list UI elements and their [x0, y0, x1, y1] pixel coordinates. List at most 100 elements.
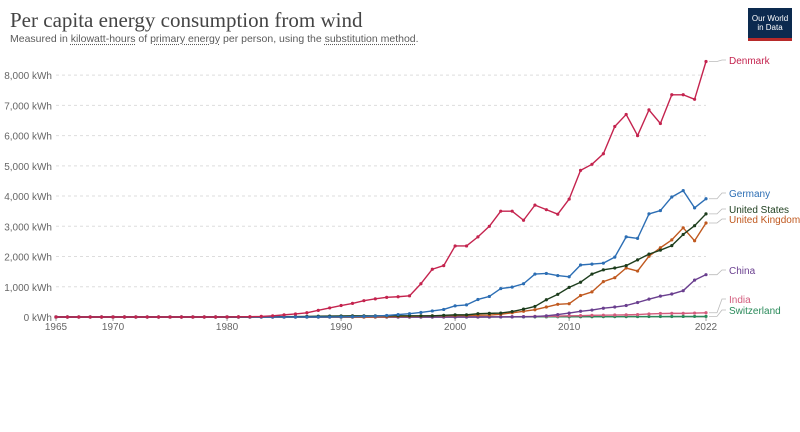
data-point	[419, 314, 423, 318]
data-point	[544, 271, 548, 276]
data-point	[567, 285, 571, 289]
data-point	[544, 314, 548, 318]
data-point	[601, 268, 605, 272]
data-point	[635, 300, 640, 305]
x-tick-label: 1990	[330, 322, 353, 333]
data-point	[248, 315, 252, 319]
x-tick-label: 2022	[695, 322, 718, 333]
data-point	[647, 314, 651, 319]
data-point	[681, 226, 685, 230]
series-line	[56, 274, 707, 318]
data-point	[704, 221, 708, 225]
data-point	[487, 294, 491, 299]
data-point	[567, 314, 571, 318]
data-point	[624, 112, 628, 117]
x-tick-label: 1980	[216, 322, 239, 333]
data-point	[419, 282, 423, 286]
data-point	[624, 235, 628, 239]
primary-energy-link[interactable]: primary energy	[150, 33, 221, 45]
data-point	[590, 262, 594, 266]
subtitle-text: per person, using the	[220, 33, 325, 45]
data-point	[624, 266, 628, 270]
data-point	[168, 315, 172, 319]
x-tick-label: 2010	[558, 322, 581, 333]
legend-label: Germany	[729, 189, 770, 200]
y-tick-label: 8,000 kWh	[4, 71, 52, 82]
y-tick-label: 0 kWh	[24, 313, 52, 324]
data-point	[419, 310, 423, 315]
data-point	[339, 315, 343, 319]
data-point	[590, 290, 594, 294]
data-point	[681, 189, 685, 193]
substitution-method-link[interactable]: substitution method	[324, 33, 416, 45]
chart-subtitle: Measured in kilowatt-hours of primary en…	[10, 33, 419, 45]
data-point	[704, 311, 708, 315]
data-point	[601, 152, 605, 156]
data-point	[556, 212, 560, 216]
legend-connector	[709, 59, 726, 62]
series-lines	[54, 59, 708, 319]
data-point	[681, 314, 685, 319]
data-point	[556, 302, 560, 306]
kilowatt-hours-link[interactable]: kilowatt-hours	[70, 33, 136, 45]
data-point	[499, 315, 503, 319]
data-point	[77, 315, 81, 319]
data-point	[578, 280, 583, 284]
y-tick-label: 3,000 kWh	[4, 222, 52, 233]
data-point	[658, 121, 662, 126]
data-point	[567, 275, 571, 279]
data-point	[590, 313, 594, 317]
data-point	[578, 314, 583, 318]
data-point	[100, 315, 104, 319]
data-point	[442, 307, 446, 312]
data-point	[681, 289, 685, 293]
legend-label: Switzerland	[729, 306, 781, 317]
data-point	[658, 311, 662, 316]
legend-connector	[709, 309, 726, 317]
data-point	[202, 315, 206, 319]
data-point	[692, 206, 697, 210]
data-point	[681, 93, 685, 97]
data-point	[145, 315, 149, 319]
data-point	[430, 314, 434, 318]
series-united-states	[54, 212, 708, 319]
legend-label: Denmark	[729, 56, 771, 67]
data-point	[670, 195, 674, 199]
data-point	[670, 238, 674, 242]
data-point	[328, 315, 332, 319]
data-point	[396, 312, 400, 317]
data-point	[613, 266, 617, 270]
data-point	[533, 203, 537, 207]
data-point	[567, 311, 571, 315]
data-point	[635, 312, 640, 317]
data-point	[601, 261, 605, 265]
data-point	[134, 315, 138, 319]
owid-logo[interactable]: Our World in Data	[748, 8, 792, 41]
data-point	[578, 293, 583, 298]
legend-label: India	[729, 295, 751, 306]
data-point	[635, 236, 640, 240]
legend-label: United States	[729, 205, 789, 216]
y-tick-label: 1,000 kWh	[4, 283, 52, 294]
data-point	[476, 235, 480, 239]
legend-connector	[709, 298, 726, 314]
legend-connector	[709, 192, 726, 200]
data-point	[613, 124, 617, 129]
data-point	[316, 308, 320, 312]
x-tick-label: 1965	[45, 322, 68, 333]
data-point	[293, 312, 298, 316]
data-point	[476, 312, 480, 316]
data-point	[613, 276, 617, 280]
data-point	[373, 297, 377, 301]
data-point	[590, 272, 594, 276]
data-point	[647, 297, 651, 301]
data-point	[464, 303, 469, 307]
y-tick-label: 6,000 kWh	[4, 132, 52, 143]
data-point	[658, 246, 662, 250]
data-point	[624, 264, 628, 268]
subtitle-text: .	[415, 33, 419, 45]
data-point	[578, 309, 583, 313]
subtitle-text: Measured in	[10, 33, 71, 45]
data-point	[430, 267, 434, 271]
